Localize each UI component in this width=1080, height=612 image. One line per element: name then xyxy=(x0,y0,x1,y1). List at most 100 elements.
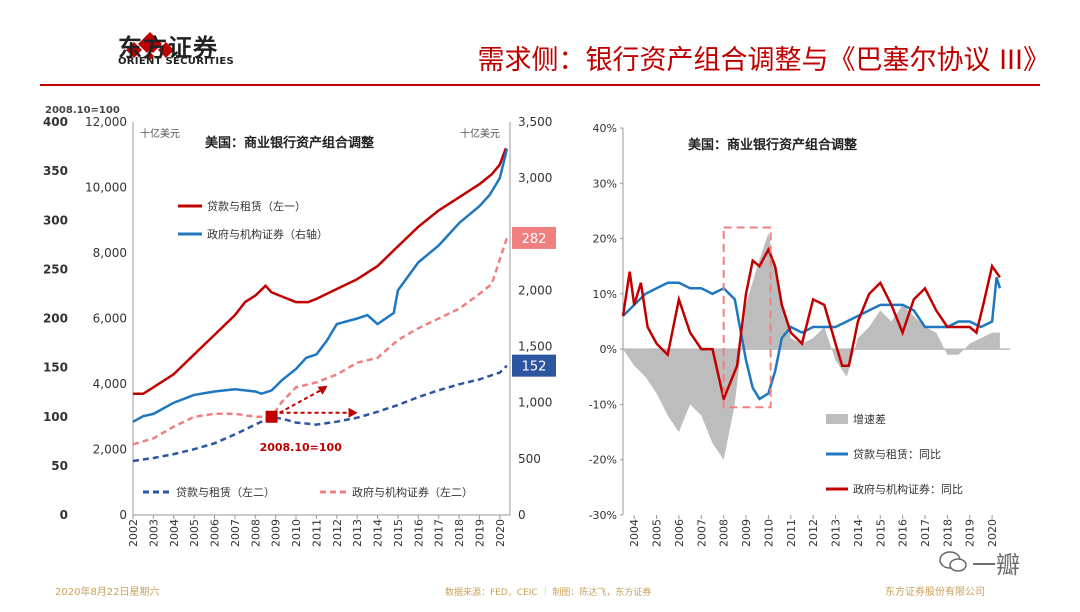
orient-securities-logo xyxy=(126,32,174,62)
series-line-loans-index xyxy=(132,364,508,463)
x-tick-label: 2015 xyxy=(392,519,405,547)
y-tick-label: -30% xyxy=(589,509,617,522)
series-line-loans-yoy xyxy=(622,276,1002,401)
legend-label: 政府与机构证券：同比 xyxy=(853,482,963,496)
left-tick-label: 10,000 xyxy=(85,181,127,195)
x-tick-label: 2007 xyxy=(695,519,708,547)
legend-label: 贷款与租赁（左一） xyxy=(207,199,306,213)
x-tick-label: 2014 xyxy=(852,519,865,547)
x-tick-label: 2009 xyxy=(270,519,283,547)
x-tick-label: 2020 xyxy=(986,519,999,547)
annotation-label: 2008.10=100 xyxy=(260,441,343,454)
series-line-securities-level xyxy=(132,148,509,423)
x-tick-label: 2012 xyxy=(807,519,820,547)
index-tick-label: 200 xyxy=(43,312,68,326)
x-tick-label: 2011 xyxy=(310,519,323,547)
annotation-arrowhead xyxy=(317,385,328,395)
legend-label: 贷款与租赁（左二） xyxy=(176,485,275,499)
x-tick-label: 2018 xyxy=(453,519,466,547)
page-title: 需求侧：银行资产组合调整与《巴塞尔协议 III》 xyxy=(477,45,1050,76)
footer-date: 2020年8月22日星期六 xyxy=(55,587,160,598)
end-value-label: 152 xyxy=(522,360,547,375)
x-tick-label: 2019 xyxy=(473,519,486,547)
brand-name-cn: 东方证券 xyxy=(118,34,218,62)
x-tick-label: 2013 xyxy=(830,519,843,547)
x-tick-label: 2008 xyxy=(718,519,731,547)
base-point-marker xyxy=(265,410,278,423)
index-axis-note: 2008.10=100 xyxy=(45,105,120,116)
x-tick-label: 2002 xyxy=(127,519,140,547)
index-tick-label: 250 xyxy=(43,262,68,276)
left-tick-label: 2,000 xyxy=(93,443,127,457)
highlight-box xyxy=(722,226,772,409)
legend-label: 政府与机构证券（右轴） xyxy=(207,227,328,241)
x-tick-label: 2020 xyxy=(494,519,507,547)
end-value-badge xyxy=(512,354,556,377)
end-value-badge xyxy=(512,226,556,249)
x-tick-label: 2018 xyxy=(941,519,954,547)
series-area-spread xyxy=(623,233,1000,460)
x-tick-label: 2019 xyxy=(964,519,977,547)
end-value-label: 282 xyxy=(522,232,547,247)
y-tick-label: 30% xyxy=(593,177,617,190)
index-tick-label: 0 xyxy=(60,508,68,522)
annotation-arrowhead xyxy=(348,407,358,418)
right-tick-label: 3,500 xyxy=(518,115,552,129)
y-tick-label: -20% xyxy=(589,454,617,467)
x-tick-label: 2010 xyxy=(762,519,775,547)
x-tick-label: 2017 xyxy=(919,519,932,547)
index-tick-label: 150 xyxy=(43,361,68,375)
legend-label: 政府与机构证券（左二） xyxy=(352,485,473,499)
left-chart-title: 美国：商业银行资产组合调整 xyxy=(205,135,375,151)
series-line-securities-index xyxy=(132,237,509,446)
index-tick-label: 100 xyxy=(43,410,68,424)
wechat-watermark-icon xyxy=(939,551,967,572)
y-tick-label: 10% xyxy=(593,288,617,301)
index-tick-label: 400 xyxy=(43,115,68,129)
legend-swatch xyxy=(826,414,848,424)
index-tick-label: 50 xyxy=(51,459,68,473)
series-line-securities-yoy xyxy=(621,246,1001,404)
legend-label: 增速差 xyxy=(853,412,886,426)
left-tick-label: 4,000 xyxy=(93,377,127,391)
footer-source: 数据来源：FED，CEIC ｜ 制图：陈达飞，东方证券 xyxy=(445,588,652,598)
x-tick-label: 2012 xyxy=(331,519,344,547)
title-underline xyxy=(40,84,1040,86)
left-tick-label: 12,000 xyxy=(85,115,127,129)
x-tick-label: 2015 xyxy=(874,519,887,547)
x-tick-label: 2003 xyxy=(147,519,160,547)
series-line-loans-level xyxy=(133,147,508,396)
legend-label: 贷款与租赁：同比 xyxy=(853,447,941,461)
x-tick-label: 2013 xyxy=(351,519,364,547)
right-tick-label: 2,000 xyxy=(518,283,552,297)
right-tick-label: 1,500 xyxy=(518,340,552,354)
y-tick-label: 20% xyxy=(593,233,617,246)
x-tick-label: 2016 xyxy=(897,519,910,547)
x-tick-label: 2006 xyxy=(209,519,222,547)
x-tick-label: 2010 xyxy=(290,519,303,547)
x-tick-label: 2017 xyxy=(433,519,446,547)
watermark-text: 一瓣 xyxy=(972,551,1020,579)
right-tick-label: 3,000 xyxy=(518,171,552,185)
x-tick-label: 2006 xyxy=(673,519,686,547)
x-tick-label: 2011 xyxy=(785,519,798,547)
x-tick-label: 2005 xyxy=(651,519,664,547)
annotation-arrow xyxy=(279,387,325,414)
index-tick-label: 350 xyxy=(43,164,68,178)
right-chart-title: 美国：商业银行资产组合调整 xyxy=(688,137,858,153)
x-tick-label: 2008 xyxy=(249,519,262,547)
right-tick-label: 0 xyxy=(518,508,526,522)
x-tick-label: 2014 xyxy=(372,519,385,547)
y-tick-label: 40% xyxy=(593,122,617,135)
brand-name-en: ORIENT SECURITIES xyxy=(118,56,235,67)
x-tick-label: 2004 xyxy=(168,519,181,547)
x-tick-label: 2004 xyxy=(628,519,641,547)
left-tick-label: 0 xyxy=(119,508,127,522)
x-tick-label: 2005 xyxy=(188,519,201,547)
x-tick-label: 2009 xyxy=(740,519,753,547)
left-tick-label: 6,000 xyxy=(93,312,127,326)
x-tick-label: 2016 xyxy=(412,519,425,547)
footer-company: 东方证券股份有限公司 xyxy=(885,587,985,598)
x-tick-label: 2007 xyxy=(229,519,242,547)
